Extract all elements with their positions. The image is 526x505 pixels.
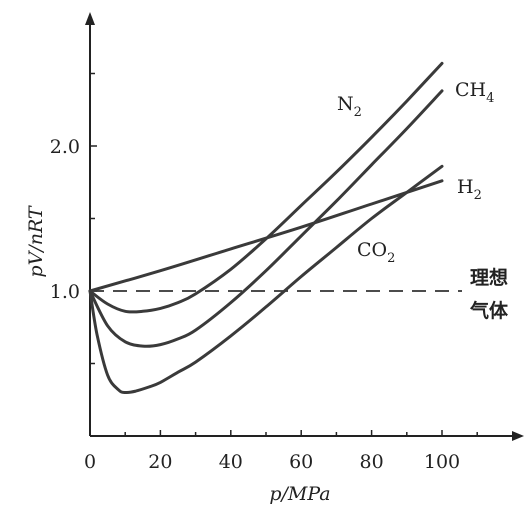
series-label-ch4: CH4 (455, 79, 494, 106)
series-label-n2: N2 (337, 93, 362, 120)
series-line-h2 (88, 179, 444, 293)
ticks: 0 20 40 60 80 100 1.0 2.0 (50, 72, 478, 473)
axes: p/MPa pV/nRT (25, 12, 524, 505)
x-axis-title: p/MPa (269, 483, 330, 505)
x-tick-label: 20 (148, 451, 172, 473)
x-tick-label: 60 (289, 451, 313, 473)
x-tick-label: 80 (360, 451, 384, 473)
x-tick-label: 100 (424, 451, 460, 473)
y-axis-title: pV/nRT (25, 205, 47, 277)
y-tick-label: 2.0 (50, 136, 80, 158)
y-tick-label: 1.0 (50, 281, 80, 303)
y-axis-arrow-icon (85, 12, 95, 25)
series-label-co2: CO2 (357, 239, 395, 266)
series-label-h2: H2 (457, 176, 482, 203)
ideal-gas-label-line1: 理想 (470, 266, 508, 289)
x-tick-label: 0 (84, 451, 96, 473)
series-line-co2 (88, 164, 444, 395)
x-tick-label: 40 (219, 451, 243, 473)
series-group (88, 61, 444, 395)
series-line-ch4 (88, 89, 444, 348)
x-axis-arrow-icon (512, 431, 524, 441)
series-line-n2 (88, 61, 444, 314)
series-labels: N2 CH4 H2 CO2 (337, 79, 494, 266)
ideal-gas-label-line2: 气体 (469, 299, 509, 322)
